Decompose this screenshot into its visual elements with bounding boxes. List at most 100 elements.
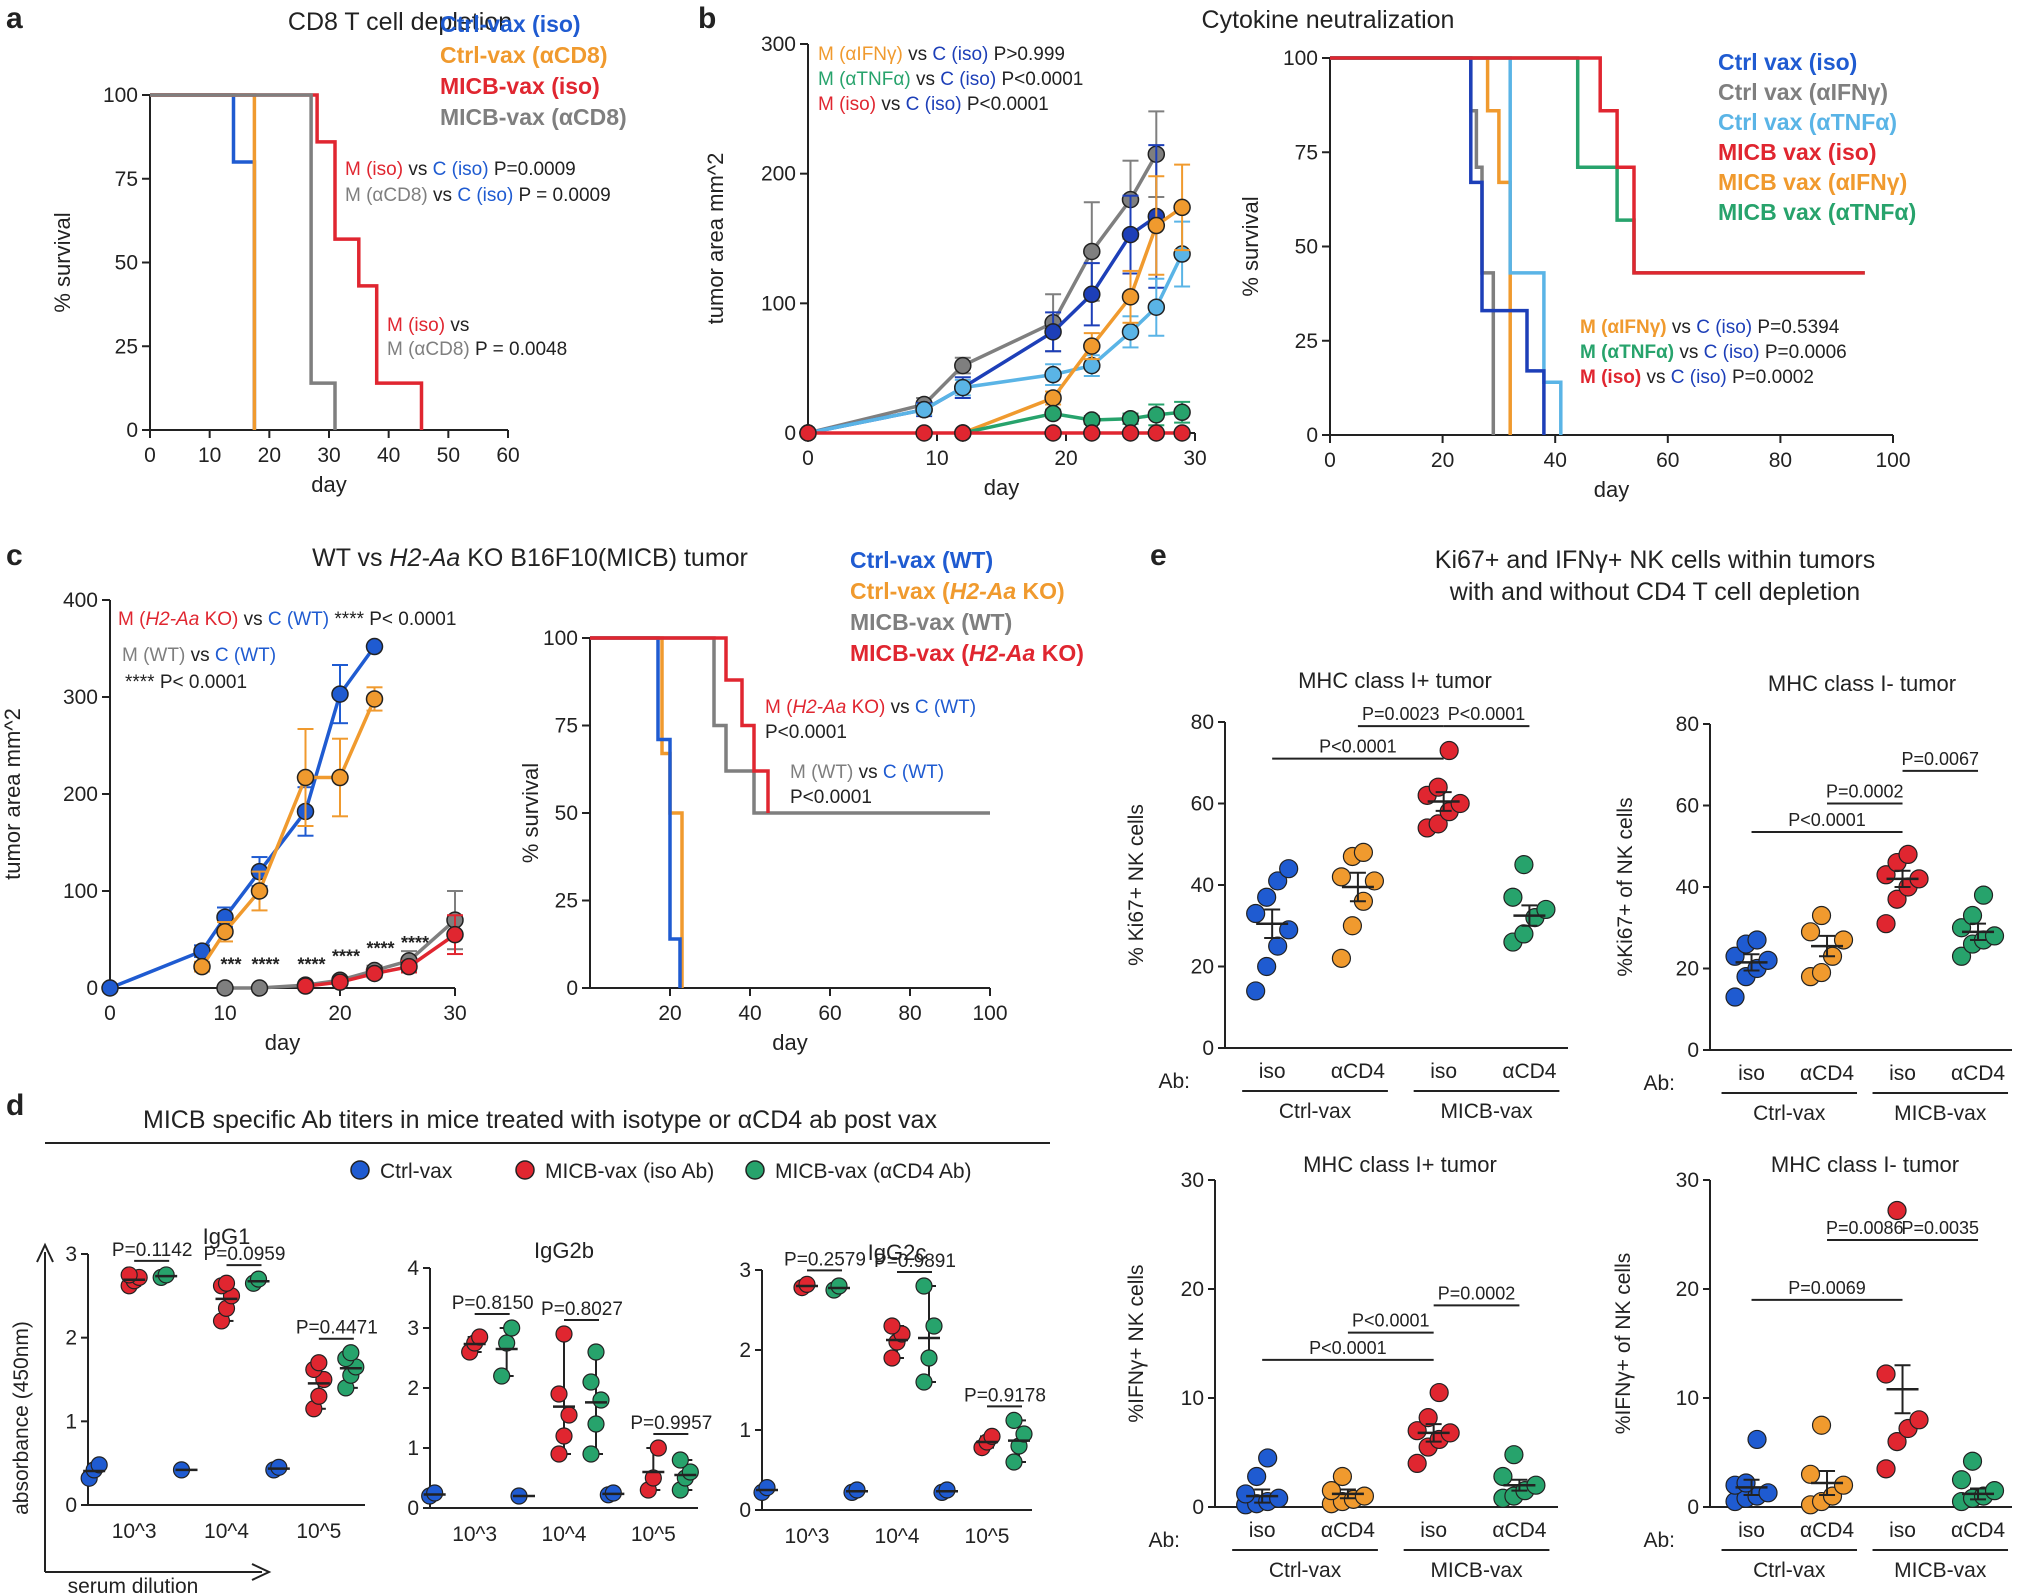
chart-c2: 20 40 60 80 100 0 25 50 75 100 day % survival Ctrl-v… [518, 547, 1084, 1055]
annotation: M (αTNFα) vs C (iso) P=0.0006 [1580, 342, 1847, 363]
annotation-part: P = 0.0009 [513, 185, 610, 206]
y-tick-label: 100 [543, 627, 578, 650]
data-point [758, 1478, 776, 1497]
x-tick-label: 30 [317, 444, 340, 467]
data-point [493, 1367, 511, 1385]
annotation-part: vs [911, 69, 941, 90]
panel-letter-e: e [1150, 539, 1167, 572]
group-tick-label: iso [1889, 1062, 1916, 1085]
data-point [925, 1317, 943, 1335]
y-axis-label: %IFNγ+ NK cells [1125, 1264, 1148, 1422]
data-point [799, 424, 817, 442]
data-point [503, 1319, 521, 1337]
data-point [1973, 885, 1994, 905]
legend-entry: Ctrl vax (αIFNγ) [1718, 79, 1888, 105]
data-point [1407, 1453, 1427, 1474]
y-tick-label: 2 [739, 1339, 751, 1362]
data-point [550, 1385, 568, 1403]
data-point [1044, 424, 1062, 442]
data-point [1833, 930, 1854, 950]
x-axis-label: serum dilution [68, 1575, 199, 1595]
y-tick-label: 1 [739, 1419, 751, 1442]
data-point [1876, 914, 1896, 934]
y-tick-label: 20 [1676, 958, 1699, 981]
y-tick-label: 0 [126, 419, 138, 442]
data-point [920, 1349, 938, 1367]
y-tick-label: 75 [555, 715, 578, 738]
annotation-part: P<0.0001 [962, 94, 1049, 115]
x-tick-label: 100 [972, 1002, 1007, 1025]
subplot-1: 0 20 40 60 80 MHC class I- tumor %Ki67+ of NK … [1614, 671, 2012, 1125]
data-point [1747, 930, 1767, 950]
data-point [216, 979, 234, 997]
p-value: P<0.0001 [1352, 1311, 1430, 1331]
data-point [644, 1469, 662, 1487]
y-tick-label: 20 [1191, 956, 1214, 979]
annotation-part: vs [1641, 367, 1671, 388]
data-point [1257, 887, 1277, 907]
annotation-part: P = 0.0048 [470, 339, 567, 360]
y-tick-label: 30 [1181, 1169, 1204, 1192]
annotation-part: M (αIFNγ) [1580, 317, 1667, 338]
data-point [193, 957, 211, 976]
significance-stars: **** [366, 939, 394, 959]
category-label: 10^3 [112, 1520, 157, 1543]
legend-entry: MICB-vax (αCD4 Ab) [775, 1160, 972, 1183]
y-tick-label: 80 [1676, 713, 1699, 736]
data-point [1811, 962, 1832, 983]
data-point [550, 1445, 568, 1463]
data-point [365, 964, 384, 983]
p-value: P=0.8027 [541, 1299, 623, 1320]
x-tick-label: 50 [437, 444, 460, 467]
legend-entry: MICB-vax (iso) [440, 73, 600, 99]
y-tick-label: 200 [63, 783, 98, 806]
data-point [1951, 946, 1972, 966]
y-tick-label: 10 [1181, 1387, 1204, 1410]
panel-letter-c: c [6, 539, 23, 572]
data-point [883, 1349, 901, 1367]
y-tick-label: 20 [1676, 1278, 1699, 1301]
group-label: Ctrl-vax [1269, 1559, 1342, 1582]
data-point [365, 690, 384, 708]
annotation: M (αCD8) vs C (iso) P = 0.0009 [345, 185, 611, 206]
x-tick-label: 40 [377, 444, 400, 467]
data-point [915, 1373, 933, 1391]
y-tick-label: 20 [1181, 1278, 1204, 1301]
data-point [983, 1427, 1001, 1446]
y-tick-label: 60 [1676, 795, 1699, 818]
annotation: M (iso) vs [387, 315, 469, 336]
annotation-part: C (iso) [1671, 367, 1727, 388]
survival-curve-Ctrl vax (iso) [1330, 56, 1546, 435]
x-tick-label: 60 [1656, 449, 1679, 472]
annotation-part: WT vs [312, 544, 389, 572]
data-point [1909, 1410, 1929, 1430]
data-point [1342, 916, 1363, 936]
y-tick-label: 1 [65, 1410, 77, 1433]
y-tick-label: 0 [1687, 1496, 1699, 1519]
group-tick-label: iso [1259, 1060, 1286, 1083]
y-tick-label: 80 [1191, 711, 1214, 734]
legend-entry: Ctrl-vax (iso) [440, 11, 581, 37]
annotation-part: KO) [1016, 578, 1065, 604]
y-axis-label: %Ki67+ of NK cells [1614, 797, 1637, 976]
y-tick-label: 75 [1295, 141, 1318, 164]
y-axis-label: % survival [50, 212, 75, 312]
annotation-part: MICB-vax (WT) [850, 609, 1012, 635]
y-axis-label: % survival [1238, 196, 1263, 296]
data-point [587, 1415, 605, 1433]
annotation-part: H2-Aa [969, 640, 1036, 666]
annotation-part: C (iso) [906, 94, 962, 115]
annotation: M (iso) vs C (iso) P=0.0002 [1580, 367, 1814, 388]
annotation-part: C (iso) [433, 159, 489, 180]
data-point [1747, 1429, 1767, 1450]
legend-entry: Ctrl-vax [380, 1160, 453, 1183]
x-tick-label: 0 [802, 447, 814, 470]
group-tick-label: αCD4 [1951, 1519, 2005, 1542]
y-tick-label: 3 [739, 1259, 751, 1282]
data-point [1083, 242, 1101, 261]
data-point [1984, 926, 2005, 946]
group-tick-label: iso [1249, 1519, 1276, 1542]
p-value: P=0.0067 [1901, 749, 1979, 769]
legend-entry: Ctrl-vax (αCD8) [440, 42, 608, 68]
group-label: Ctrl-vax [1753, 1102, 1826, 1125]
